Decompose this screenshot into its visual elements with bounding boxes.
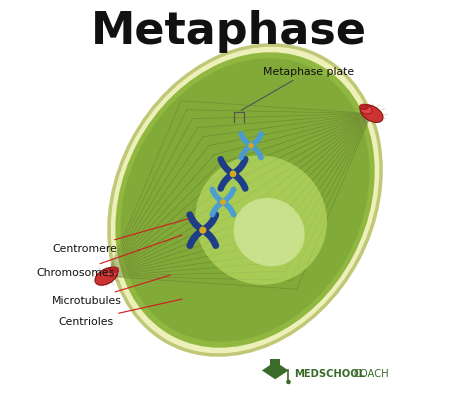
- Polygon shape: [270, 359, 281, 371]
- Circle shape: [229, 171, 237, 178]
- Ellipse shape: [109, 267, 118, 273]
- Ellipse shape: [360, 106, 372, 115]
- Text: Centromere: Centromere: [52, 219, 188, 253]
- Ellipse shape: [195, 156, 327, 285]
- Ellipse shape: [120, 59, 370, 342]
- Circle shape: [248, 144, 254, 149]
- Text: MEDSCHOOL: MEDSCHOOL: [294, 368, 365, 378]
- Ellipse shape: [109, 46, 381, 355]
- Circle shape: [287, 381, 290, 384]
- Ellipse shape: [115, 53, 375, 348]
- Text: Metaphase: Metaphase: [91, 10, 367, 53]
- Text: Microtubules: Microtubules: [52, 275, 170, 306]
- Text: Metaphase plate: Metaphase plate: [241, 67, 354, 111]
- Circle shape: [199, 227, 207, 234]
- Text: COACH: COACH: [353, 368, 389, 378]
- Text: Centrioles: Centrioles: [58, 300, 182, 326]
- Ellipse shape: [360, 105, 383, 123]
- Ellipse shape: [359, 105, 368, 110]
- Ellipse shape: [234, 198, 305, 267]
- Circle shape: [220, 200, 226, 205]
- Ellipse shape: [95, 268, 118, 286]
- Polygon shape: [262, 362, 289, 379]
- Text: Chromosomes: Chromosomes: [36, 235, 182, 277]
- Ellipse shape: [106, 268, 118, 277]
